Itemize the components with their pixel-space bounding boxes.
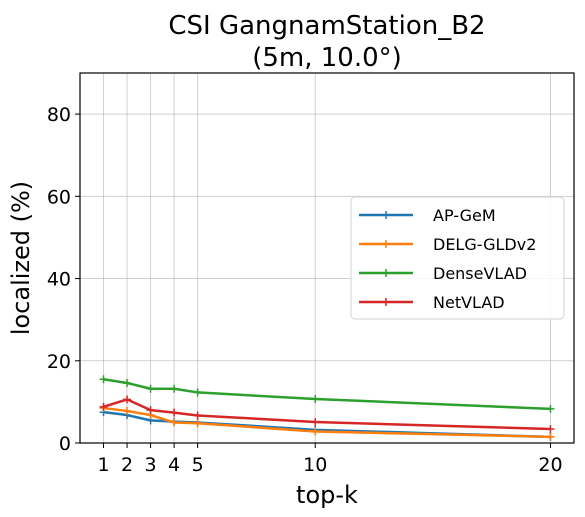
- y-axis-label: localized (%): [7, 181, 35, 335]
- x-tick-label: 2: [121, 454, 133, 476]
- plot-frame: [79, 72, 575, 444]
- x-tick-label: 10: [303, 454, 327, 476]
- y-ticks: 0 20 40 60 80: [47, 104, 80, 455]
- legend-label: NetVLAD: [433, 293, 505, 312]
- data-point: [170, 408, 179, 417]
- y-tick-label: 60: [47, 186, 71, 208]
- data-point: [99, 402, 108, 411]
- data-point: [170, 418, 179, 427]
- data-point: [546, 432, 555, 441]
- data-point: [170, 384, 179, 393]
- y-tick-label: 0: [59, 433, 71, 455]
- legend-box: [350, 196, 565, 320]
- x-tick-label: 4: [168, 454, 180, 476]
- legend-label: DELG-GLDv2: [433, 235, 536, 254]
- y-tick-label: 20: [47, 351, 71, 373]
- x-tick-label: 3: [145, 454, 157, 476]
- series-line: [103, 410, 551, 439]
- legend-item: NetVLAD: [359, 293, 505, 312]
- chart-title-line2: (5m, 10.0°): [252, 43, 402, 73]
- data-point: [193, 388, 202, 397]
- x-ticks: 1 2 3 4 5 10 20: [97, 443, 563, 476]
- series-line: [103, 398, 551, 431]
- legend-item: DELG-GLDv2: [359, 235, 536, 254]
- data-point: [311, 427, 320, 436]
- legend-item: DenseVLAD: [359, 264, 527, 283]
- data-point: [123, 378, 132, 387]
- data-point: [546, 404, 555, 413]
- series-densevlad: [99, 375, 555, 413]
- data-point: [99, 375, 108, 384]
- legend-label: DenseVLAD: [433, 264, 527, 283]
- data-point: [193, 419, 202, 428]
- series-lines: [99, 375, 555, 441]
- data-point: [146, 384, 155, 393]
- data-point: [123, 395, 132, 404]
- chart-title-line1: CSI GangnamStation_B2: [168, 11, 485, 41]
- legend-label: AP-GeM: [433, 206, 496, 225]
- legend-item: AP-GeM: [359, 206, 496, 225]
- series-netvlad: [99, 395, 555, 434]
- x-tick-label: 5: [192, 454, 204, 476]
- x-tick-label: 20: [538, 454, 562, 476]
- x-axis-label: top-k: [296, 481, 358, 509]
- legend: AP-GeM DELG-GLDv2 DenseVLAD NetVLAD: [350, 196, 565, 320]
- x-tick-label: 1: [97, 454, 109, 476]
- y-tick-label: 80: [47, 104, 71, 126]
- data-point: [546, 425, 555, 434]
- data-point: [146, 406, 155, 415]
- data-point: [193, 411, 202, 420]
- data-point: [311, 395, 320, 404]
- data-point: [311, 418, 320, 427]
- y-tick-label: 40: [47, 269, 71, 291]
- data-point: [123, 406, 132, 415]
- series-line: [103, 378, 551, 411]
